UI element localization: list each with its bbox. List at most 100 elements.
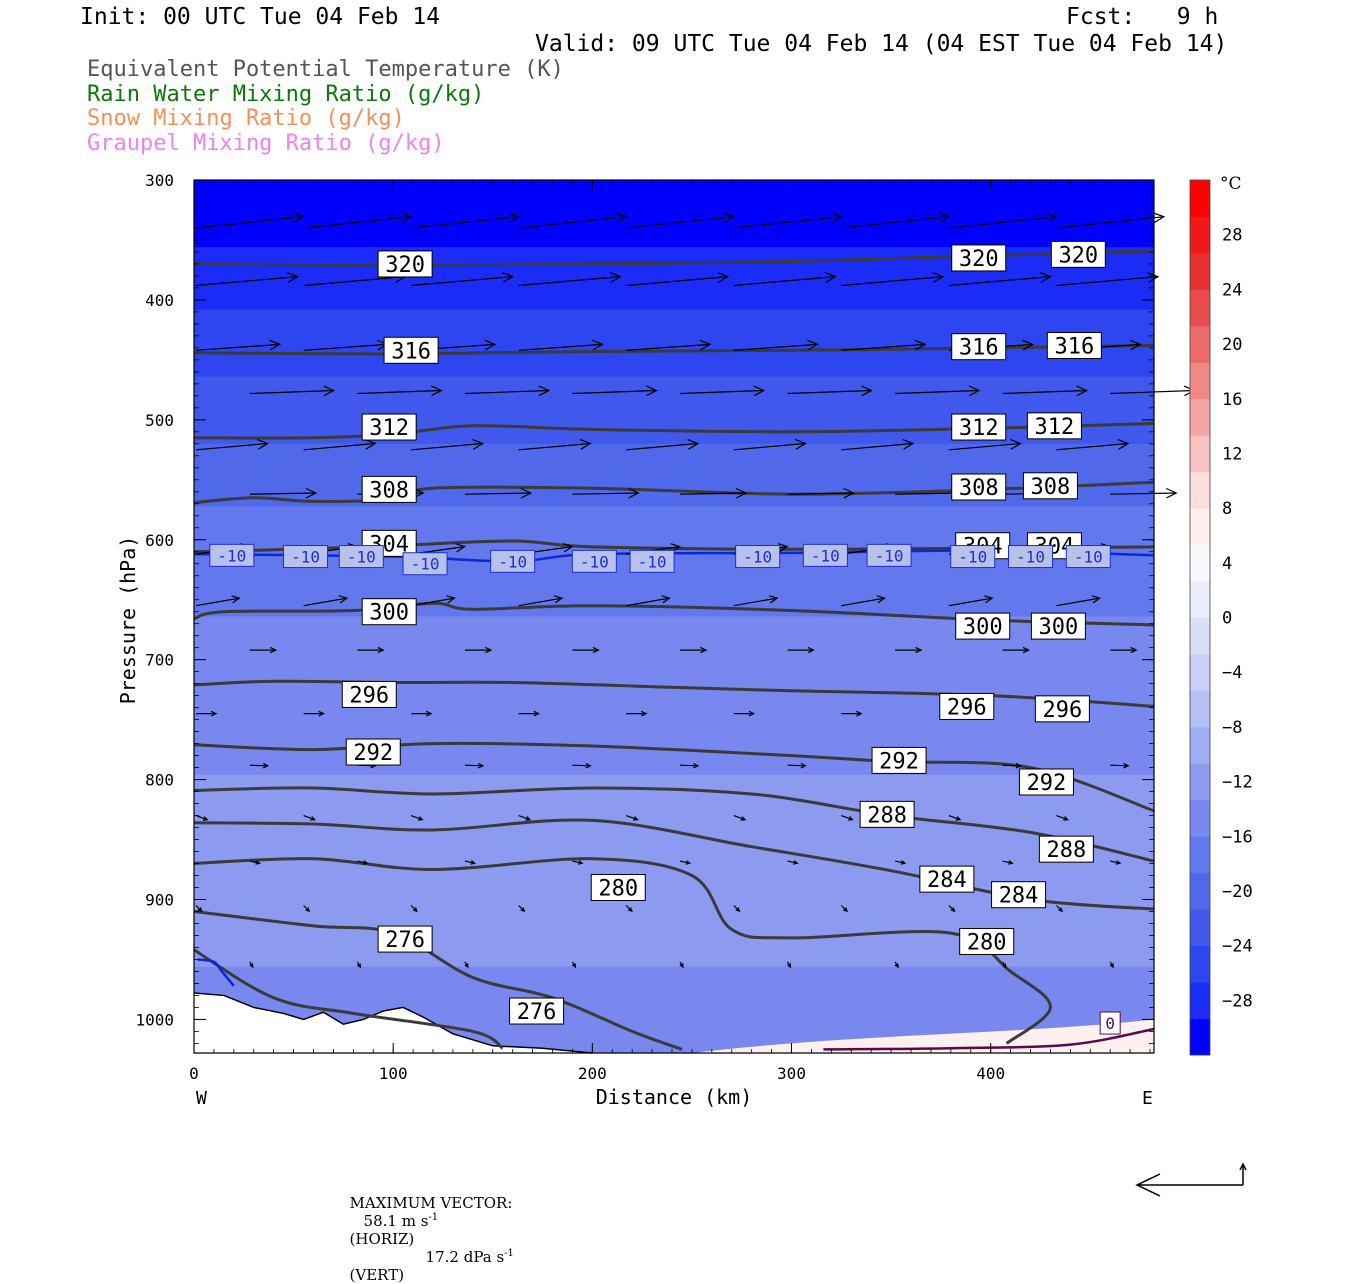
theta-e-contour-272 — [193, 948, 504, 1050]
wind-vector — [1055, 905, 1064, 913]
temperature-band — [194, 995, 1154, 1001]
isotherm-label-box — [802, 543, 848, 567]
temperature-band — [194, 837, 1154, 843]
wind-vector — [356, 961, 361, 969]
temperature-band — [194, 717, 1154, 723]
wind-vector — [1002, 646, 1030, 654]
temperature-band — [194, 894, 1154, 901]
temperature-band — [194, 693, 1154, 699]
colorbar-segment — [1190, 581, 1210, 618]
wind-vector — [787, 762, 807, 769]
temperature-band — [194, 755, 1154, 762]
colorbar-tick-label: 24 — [1222, 280, 1242, 300]
contour-label-box — [951, 473, 1007, 501]
temperature-band — [194, 328, 1154, 335]
temperature-band — [194, 304, 1154, 311]
contour-label-box — [361, 475, 417, 503]
contour-label-320: 320 — [1058, 243, 1098, 268]
temperature-band — [194, 822, 1154, 829]
isotherm-label: -10 — [1016, 548, 1045, 567]
temperature-band — [194, 578, 1154, 584]
colorbar-tick-label: −4 — [1222, 663, 1242, 683]
max-vector-horiz: 58.1 m s — [363, 1212, 429, 1230]
wind-vector — [841, 339, 927, 351]
isotherm-label-box — [950, 545, 996, 569]
wind-vector — [303, 212, 413, 229]
contour-label-box — [1034, 695, 1090, 723]
wind-vector — [894, 860, 907, 865]
temperature-band — [194, 525, 1154, 531]
temperature-band — [194, 319, 1154, 325]
temperature-band — [194, 875, 1154, 881]
contour-label-312: 312 — [1035, 415, 1075, 440]
y-tick-label: 1000 — [135, 1010, 174, 1029]
colorbar-segment — [1190, 617, 1210, 655]
temperature-band — [194, 702, 1154, 709]
contour-label-292: 292 — [353, 741, 393, 766]
temperature-band — [194, 333, 1154, 339]
wind-vector — [1056, 815, 1070, 821]
wind-vector — [464, 487, 533, 499]
colorbar-tick-label: 28 — [1222, 226, 1242, 246]
temperature-band — [194, 1000, 1154, 1006]
wind-vector — [195, 905, 203, 913]
wind-vector — [518, 905, 526, 913]
wind-vector — [787, 385, 873, 397]
wind-vector — [572, 487, 640, 499]
wind-vector — [518, 272, 622, 287]
wind-vector — [464, 385, 551, 397]
wind-vector — [518, 339, 604, 351]
temperature-band — [194, 688, 1154, 694]
temperature-band — [194, 405, 1154, 411]
wind-vector — [625, 815, 639, 821]
temperature-band — [194, 208, 1154, 215]
theta-e-contour-288 — [193, 786, 1155, 863]
wind-vector — [679, 487, 748, 499]
temperature-band — [194, 1009, 1154, 1016]
contour-label-box — [1046, 331, 1102, 359]
contour-label-box — [991, 881, 1047, 909]
wind-vector — [410, 905, 418, 913]
temperature-band — [194, 439, 1154, 445]
max-vector-vert: 17.2 dPa s — [425, 1248, 505, 1266]
wind-vector — [518, 815, 532, 821]
contour-label-box — [361, 598, 417, 626]
contour-label-296: 296 — [1043, 698, 1083, 723]
wind-vector — [196, 710, 218, 717]
temperature-band — [194, 184, 1154, 191]
colorbar-segment — [1190, 945, 1210, 983]
wind-vector — [411, 272, 515, 287]
temperature-band — [194, 290, 1154, 296]
colorbar-segment — [1190, 252, 1210, 290]
temperature-band — [194, 923, 1154, 929]
temperature-band — [194, 928, 1154, 934]
temperature-band — [194, 582, 1154, 589]
colorbar-tick-label: −28 — [1222, 991, 1253, 1011]
temperature-band — [194, 386, 1154, 392]
wind-vector — [464, 860, 477, 865]
wind-vector — [733, 710, 756, 717]
temperature-band — [194, 650, 1154, 656]
temperature-band — [194, 597, 1154, 603]
temperature-band — [194, 616, 1154, 622]
temperature-band — [194, 942, 1154, 949]
theta-e-contour-280 — [193, 857, 1052, 1045]
temperature-band — [194, 798, 1154, 805]
temperature-band — [194, 515, 1154, 522]
y-tick-label: 700 — [145, 651, 174, 670]
temperature-shading — [194, 180, 1154, 1054]
x-tick-label: 400 — [976, 1064, 1005, 1083]
wind-vector — [1056, 595, 1102, 607]
forecast-hour: Fcst: 9 h — [1066, 4, 1219, 30]
wind-vector — [464, 961, 469, 969]
wind-vector — [357, 385, 443, 397]
temperature-band — [194, 678, 1154, 685]
temperature-band — [194, 534, 1154, 541]
isotherm-label: -10 — [638, 552, 667, 571]
wind-vector — [626, 272, 730, 287]
colorbar-segment — [1190, 763, 1210, 801]
temperature-band — [194, 323, 1154, 330]
temperature-band — [194, 573, 1154, 579]
wind-vector — [948, 905, 956, 913]
temperature-band — [194, 227, 1154, 234]
